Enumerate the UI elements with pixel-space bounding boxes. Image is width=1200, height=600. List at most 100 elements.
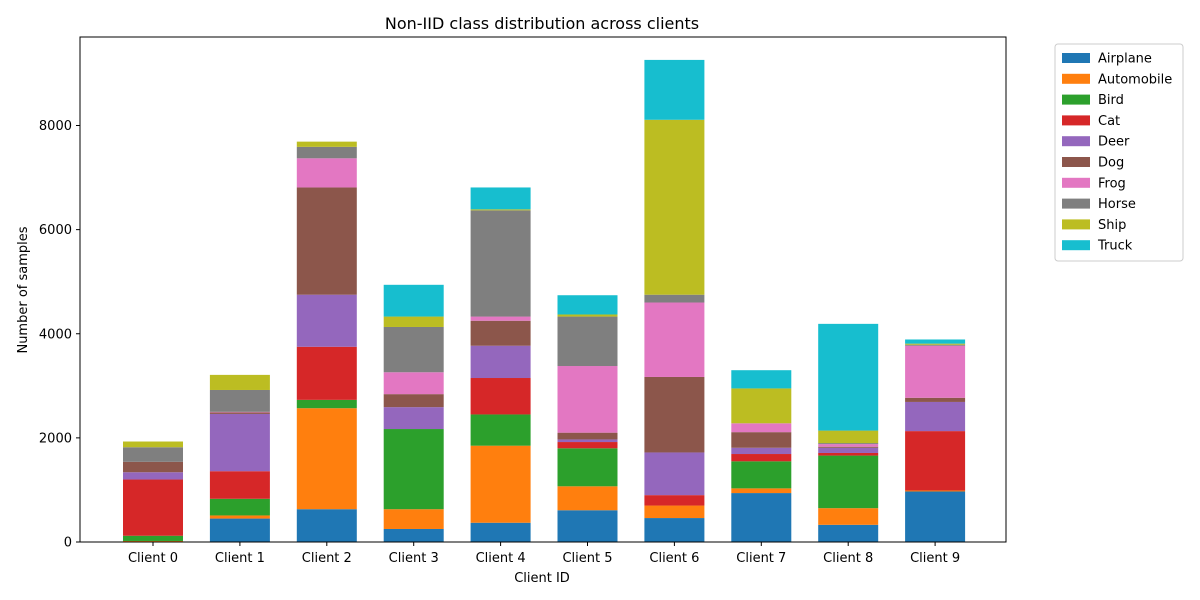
bar-segment-airplane-client-5 [557,510,618,542]
bar-segment-horse-client-5 [557,316,618,367]
bar-segment-horse-client-9 [905,344,966,346]
bar-segment-ship-client-6 [644,119,705,295]
bar-segment-ship-client-8 [818,430,879,444]
bar-segment-horse-client-8 [818,443,879,445]
bar-segment-horse-client-1 [209,389,270,412]
chart-title: Non-IID class distribution across client… [385,14,699,33]
legend-label-ship: Ship [1098,218,1126,233]
bar-segment-dog-client-3 [383,394,444,408]
bar-segment-automobile-client-5 [557,486,618,511]
legend-swatch-airplane [1062,53,1090,63]
plot-frame [79,36,1007,543]
bar-segment-automobile-client-3 [383,509,444,529]
bar-segment-dog-client-7 [731,432,792,448]
x-tick-label: Client 8 [823,551,873,566]
bar-segment-bird-client-8 [818,455,879,509]
bar-segment-cat-client-5 [557,442,618,449]
bar-segment-cat-client-0 [123,479,183,536]
bar-segment-truck-client-9 [905,339,966,344]
bar-segment-horse-client-0 [123,447,183,462]
bar-segment-truck-client-4 [470,187,531,210]
bar-segment-airplane-client-4 [470,522,531,542]
bar-segment-automobile-client-6 [644,505,705,519]
bar-segment-deer-client-9 [905,401,966,432]
legend: Airplane Automobile Bird Cat Deer Dog Frog Hors… [1054,43,1184,262]
bar-segment-frog-client-9 [905,345,966,398]
x-tick-label: Client 9 [910,551,960,566]
legend-label-automobile: Automobile [1098,72,1172,87]
bar-segment-horse-client-3 [383,326,444,373]
bar-segment-ship-client-7 [731,388,792,424]
bar-segment-cat-client-1 [209,471,270,499]
bar-segment-cat-client-4 [470,378,531,415]
bar-segment-deer-client-0 [123,472,183,480]
bar-segment-frog-client-8 [818,444,879,447]
x-tick-label: Client 7 [736,551,786,566]
bar-segment-automobile-client-0 [123,540,183,542]
bar-segment-airplane-client-3 [383,528,444,542]
bar-segment-bird-client-5 [557,448,618,487]
x-tick-label: Client 2 [302,551,352,566]
bar-segment-deer-client-7 [731,447,792,455]
bar-segment-deer-client-5 [557,439,618,443]
legend-swatch-deer [1062,136,1090,147]
legend-swatch-truck [1062,240,1090,251]
bar-segment-truck-client-8 [818,323,879,431]
bar-segment-frog-client-6 [644,302,705,377]
legend-label-frog: Frog [1098,176,1126,191]
legend-label-bird: Bird [1098,93,1124,108]
bar-segment-truck-client-5 [557,295,618,315]
legend-swatch-dog [1062,157,1090,167]
bar-segment-deer-client-3 [383,407,444,430]
legend-swatch-ship [1062,219,1090,230]
bar-segment-airplane-client-2 [296,509,357,542]
bar-segment-bird-client-2 [296,399,357,409]
axes-layer: 0 2000 4000 6000 8000 Client 0 Client 1 Client … [39,36,1007,566]
bar-segment-cat-client-6 [644,495,705,506]
x-tick-label: Client 1 [215,551,265,566]
bar-segment-dog-client-4 [470,320,531,346]
bar-segment-frog-client-3 [383,372,444,395]
y-tick-label: 2000 [39,431,72,446]
bar-segment-dog-client-9 [905,397,966,402]
y-tick-label: 6000 [39,223,72,238]
bar-segment-dog-client-5 [557,432,618,440]
bar-segment-cat-client-8 [818,452,879,456]
legend-swatch-cat [1062,115,1090,126]
bar-segment-cat-client-9 [905,431,966,491]
bar-segment-truck-client-3 [383,284,444,317]
bar-segment-ship-client-4 [470,209,531,211]
y-tick-label: 8000 [39,119,72,134]
legend-swatch-frog [1062,177,1090,188]
bar-segment-airplane-client-6 [644,518,705,542]
bar-segment-frog-client-1 [209,411,270,413]
bar-segment-automobile-client-4 [470,445,531,523]
bar-segment-deer-client-4 [470,345,531,379]
bar-segment-dog-client-1 [209,412,270,414]
bar-segment-horse-client-2 [296,146,357,159]
bar-segment-ship-client-5 [557,314,618,317]
bar-segment-bird-client-4 [470,414,531,446]
bar-segment-frog-client-4 [470,316,531,321]
bar-segment-bird-client-1 [209,498,270,516]
bar-segment-deer-client-2 [296,294,357,347]
bar-segment-truck-client-7 [731,370,792,389]
legend-label-dog: Dog [1098,156,1124,171]
bar-segment-horse-client-4 [470,210,531,317]
bar-segment-dog-client-2 [296,187,357,295]
y-tick-label: 0 [64,536,72,551]
legend-swatch-horse [1062,198,1090,209]
bars-layer [123,59,966,542]
bar-segment-bird-client-7 [731,461,792,489]
y-tick-label: 4000 [39,327,72,342]
legend-label-horse: Horse [1098,197,1136,212]
x-tick-label: Client 6 [649,551,699,566]
x-tick-label: Client 4 [476,551,526,566]
bar-segment-automobile-client-9 [905,490,966,492]
bar-segment-ship-client-9 [905,343,966,345]
bar-segment-airplane-client-9 [905,491,966,542]
x-tick-label: Client 5 [562,551,612,566]
x-tick-label: Client 3 [389,551,439,566]
bar-segment-dog-client-8 [818,446,879,448]
